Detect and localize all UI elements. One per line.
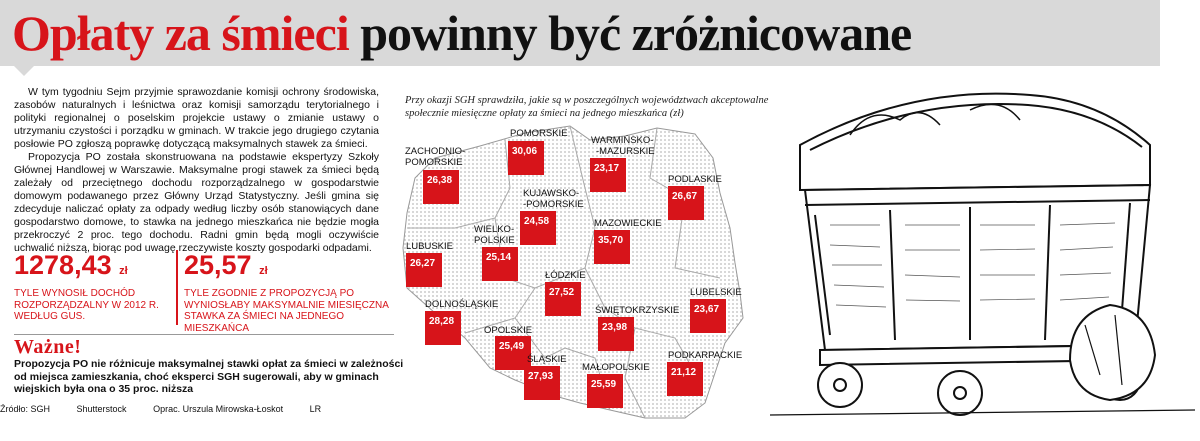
border-line-7 — [674, 197, 721, 279]
border-line-2 — [569, 125, 596, 229]
region-value-dolnoslaskie: 28,28 — [425, 311, 461, 345]
region-name-malopolskie: MAŁOPOLSKIE — [582, 362, 650, 373]
source-line: Źródło: SGH Shutterstock Oprac. Urszula … — [0, 404, 345, 414]
wazne-text: Propozycja PO nie różnicuje maksymalnej … — [14, 358, 404, 395]
region-name-podkarpackie: PODKARPACKIE — [668, 350, 743, 361]
region-name-podlaskie: PODLASKIE — [668, 174, 722, 185]
region-value-zachodniopomorskie: 26,38 — [423, 170, 459, 204]
stat-rate-value: 25,57 — [184, 250, 252, 280]
author-credit: Oprac. Urszula Mirowska-Łoskot — [153, 404, 284, 414]
stat-rate-caption: Tyle zgodnie z propozycją PO wyniosłaby … — [184, 288, 389, 334]
region-name-opolskie: OPOLSKIE — [484, 325, 533, 336]
region-value-kujawsko: 24,58 — [520, 211, 556, 245]
stat-rate: 25,57 zł Tyle zgodnie z propozycją PO wy… — [184, 250, 394, 334]
region-name-dolnoslaskie: DOLNOŚLĄSKIE — [425, 299, 499, 310]
region-name-pomorskie: POMORSKIE — [510, 128, 568, 139]
section-divider — [14, 334, 394, 335]
border-line-1 — [494, 139, 511, 219]
article-paragraph-2: Propozycja PO została skonstruowana na p… — [14, 151, 379, 254]
border-line-10 — [514, 317, 566, 359]
border-line-4 — [407, 217, 496, 229]
page-title: Opłaty za śmieci powinny być zróżnicowan… — [12, 4, 912, 62]
region-value-lubelskie: 23,67 — [690, 299, 726, 333]
stat-rate-value-line: 25,57 zł — [184, 250, 394, 286]
region-name-wielkopolskie-1: WIELKO- — [474, 224, 515, 235]
region-name-lubuskie: LUBUSKIE — [406, 241, 453, 252]
region-name-zachodniopomorskie-1: ZACHODNIO- — [405, 146, 466, 157]
page-title-black: powinny być zróżnicowane — [360, 5, 912, 61]
source-credit: Źródło: SGH — [0, 404, 51, 414]
region-name-mazowieckie: MAZOWIECKIE — [594, 218, 662, 229]
stat-income-value: 1278,43 — [14, 250, 112, 280]
region-value-opolskie: 25,49 — [495, 336, 531, 370]
title-notch — [14, 66, 34, 76]
border-line-11 — [634, 327, 696, 374]
stat-income-unit: zł — [119, 265, 128, 277]
article-paragraph-1: W tym tygodniu Sejm przyjmie sprawozdani… — [14, 86, 379, 150]
region-value-slaskie: 27,93 — [524, 366, 560, 400]
photo-credit: Shutterstock — [76, 404, 127, 414]
region-value-warminsko: 23,17 — [590, 158, 626, 192]
region-name-wielkopolskie-2: POLSKIE — [474, 235, 515, 246]
region-value-pomorskie: 30,06 — [508, 141, 544, 175]
page-title-red: Opłaty za śmieci — [12, 5, 350, 61]
region-value-swietokrzyskie: 23,98 — [598, 317, 634, 351]
region-name-kujawsko-2: -POMORSKIE — [523, 199, 584, 210]
stat-income-value-line: 1278,43 zł — [14, 250, 169, 286]
wazne-heading: Ważne! — [14, 336, 82, 358]
stat-income: 1278,43 zł Tyle wynosił dochód rozporząd… — [14, 250, 169, 323]
region-name-zachodniopomorskie-2: POMORSKIE — [405, 157, 463, 168]
stat-rate-unit: zł — [259, 265, 268, 277]
initials-credit: LR — [309, 404, 322, 414]
poland-map — [402, 125, 744, 419]
stat-divider — [176, 250, 178, 325]
title-bar: Opłaty za śmieci powinny być zróżnicowan… — [0, 0, 1160, 66]
region-name-warminsko-1: WARMIŃSKO- — [591, 135, 654, 146]
region-name-slaskie: ŚLĄSKIE — [527, 354, 567, 365]
region-value-malopolskie: 25,59 — [587, 374, 623, 408]
stat-income-caption: Tyle wynosił dochód rozporządzalny w 201… — [14, 288, 159, 322]
region-name-lodzkie: ŁÓDZKIE — [545, 270, 586, 281]
region-value-podlaskie: 26,67 — [668, 186, 704, 220]
region-value-wielkopolskie: 25,14 — [482, 247, 518, 281]
region-value-lubuskie: 26,27 — [406, 253, 442, 287]
waste-container-icon — [770, 92, 1195, 416]
region-value-mazowieckie: 35,70 — [594, 230, 630, 264]
region-value-podkarpackie: 21,12 — [667, 362, 703, 396]
region-value-lodzkie: 27,52 — [545, 282, 581, 316]
map-caption: Przy okazji SGH sprawdziła, jakie są w p… — [405, 95, 769, 119]
region-name-lubelskie: LUBELSKIE — [690, 287, 742, 298]
region-name-kujawsko-1: KUJAWSKO- — [523, 188, 580, 199]
region-name-swietokrzyskie: ŚWIĘTOKRZYSKIE — [595, 305, 680, 316]
article-body: W tym tygodniu Sejm przyjmie sprawozdani… — [14, 86, 379, 255]
region-name-warminsko-2: -MAZURSKIE — [596, 146, 655, 157]
